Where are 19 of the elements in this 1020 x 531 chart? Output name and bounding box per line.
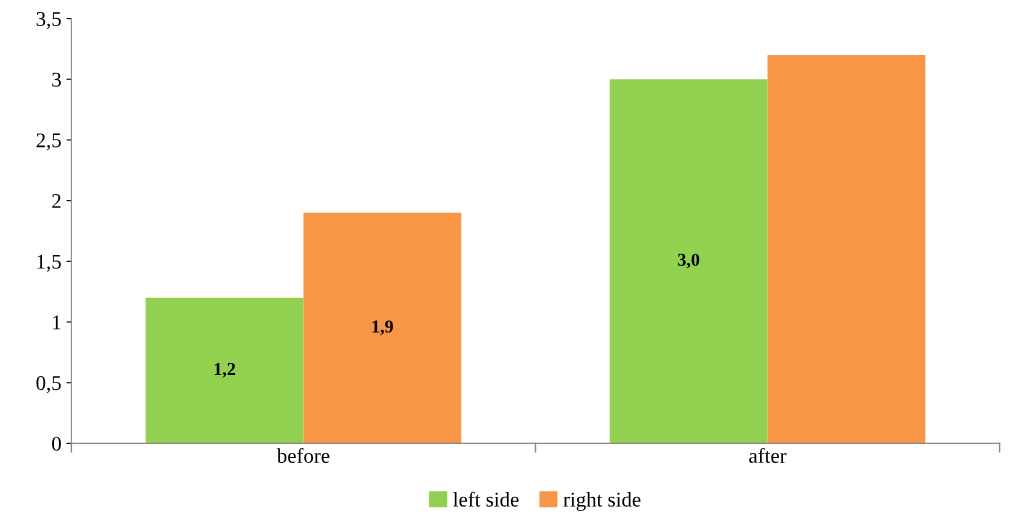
- y-tick-label: 2,5: [36, 133, 61, 151]
- bar: [303, 212, 462, 444]
- x-tick-label: after: [749, 448, 787, 463]
- x-tick-label: before: [276, 448, 330, 463]
- bar: [767, 55, 926, 444]
- y-tick-label: 0: [52, 436, 61, 451]
- bar: [609, 79, 768, 444]
- y-tick-label: 1: [53, 315, 61, 330]
- y-tick-label: 2: [52, 194, 61, 208]
- data-label: 1,9: [372, 320, 393, 336]
- y-tick-label: 0,5: [36, 376, 61, 394]
- legend-label: right side: [563, 492, 641, 511]
- data-label: 3,0: [678, 253, 700, 269]
- y-tick-label: 3,5: [36, 12, 61, 30]
- bar: [145, 297, 304, 444]
- legend-label: left side: [453, 491, 519, 507]
- data-label: 1,2: [214, 362, 236, 378]
- y-tick-label: 3: [52, 72, 61, 87]
- y-tick-label: 1,5: [37, 254, 61, 272]
